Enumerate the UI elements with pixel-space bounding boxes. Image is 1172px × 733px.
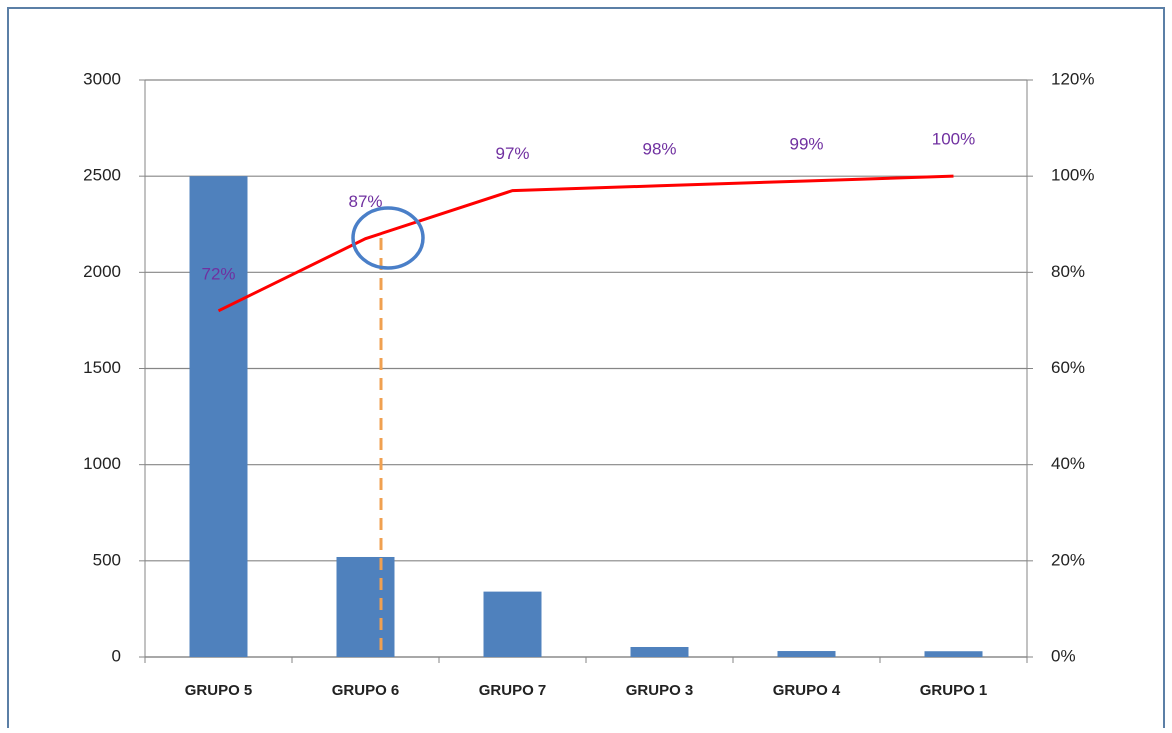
frame xyxy=(7,7,1165,733)
x-tick-label: GRUPO 3 xyxy=(626,682,694,699)
bar xyxy=(630,646,689,657)
y-tick-label: 0 xyxy=(112,646,121,665)
highlight-circle xyxy=(351,206,425,270)
x-tick-label: GRUPO 5 xyxy=(185,682,253,699)
y-tick-label: 500 xyxy=(93,550,121,569)
x-tick-label: GRUPO 4 xyxy=(773,682,841,699)
bar xyxy=(189,176,248,657)
y2-tick-label: 80% xyxy=(1051,262,1085,281)
data-label: 100% xyxy=(932,130,975,149)
y-tick-label: 2500 xyxy=(83,166,121,185)
y2-tick-label: 100% xyxy=(1051,166,1094,185)
y2-tick-label: 20% xyxy=(1051,550,1085,569)
bar xyxy=(777,651,836,657)
y-tick-label: 1500 xyxy=(83,358,121,377)
x-tick-label: GRUPO 1 xyxy=(920,682,988,699)
x-tick-label: GRUPO 6 xyxy=(332,682,400,699)
data-label: 72% xyxy=(201,264,235,283)
y2-tick-label: 40% xyxy=(1051,454,1085,473)
y-tick-label: 3000 xyxy=(83,69,121,88)
bar xyxy=(924,651,983,657)
bar xyxy=(483,591,542,657)
y-tick-label: 2000 xyxy=(83,262,121,281)
data-label: 87% xyxy=(348,192,382,211)
grid xyxy=(139,79,1033,663)
y-tick-label: 1000 xyxy=(83,454,121,473)
y2-tick-label: 60% xyxy=(1051,358,1085,377)
data-label: 98% xyxy=(642,139,676,158)
bar xyxy=(336,556,395,657)
marks xyxy=(189,174,983,657)
line xyxy=(217,174,954,313)
y2-tick-label: 0% xyxy=(1051,646,1076,665)
y2-tick-label: 120% xyxy=(1051,69,1094,88)
x-tick-label: GRUPO 7 xyxy=(479,682,547,699)
data-label: 99% xyxy=(789,134,823,153)
data-label: 97% xyxy=(495,144,529,163)
